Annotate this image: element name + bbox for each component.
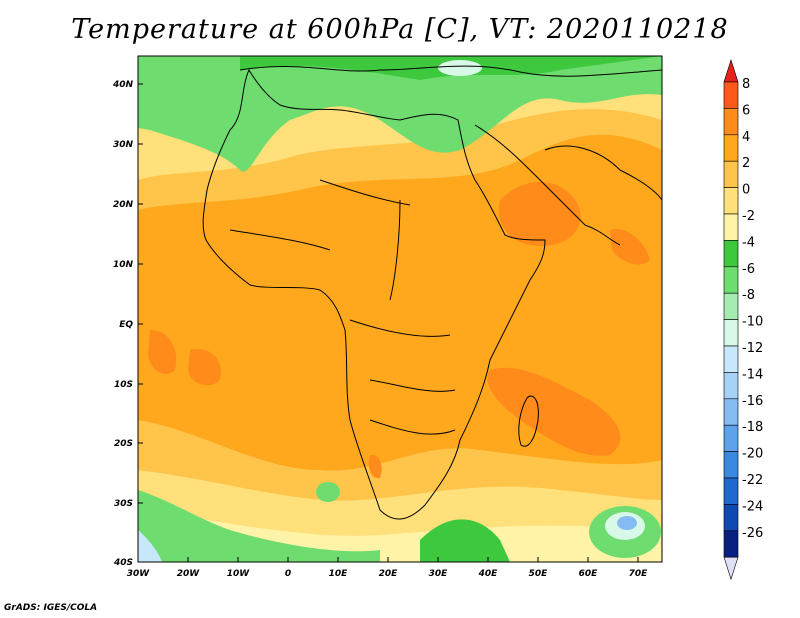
lat-label: 20N (113, 200, 134, 210)
colorbar-swatch (723, 240, 739, 268)
colorbar-label: -10 (742, 315, 763, 330)
colorbar-label: -22 (742, 473, 763, 488)
lat-label: 20S (114, 439, 133, 449)
lon-label: 30W (127, 569, 151, 579)
temperature-field (138, 56, 662, 562)
colorbar-label: -4 (742, 235, 755, 250)
lon-label: 10E (329, 569, 349, 579)
colorbar-swatch (723, 345, 739, 373)
colorbar-label: -26 (742, 526, 763, 541)
lon-label: 60E (579, 569, 599, 579)
colorbar-swatch (723, 266, 739, 294)
colorbar-swatch (723, 451, 739, 479)
lon-label: 70E (629, 569, 649, 579)
credit-label: GrADS: IGES/COLA (4, 603, 98, 613)
colorbar-swatch (723, 292, 739, 320)
colorbar-swatch (723, 424, 739, 452)
colorbar-label: 2 (742, 156, 750, 171)
colorbar-label: 0 (742, 183, 750, 198)
colorbar-label: -6 (742, 262, 755, 277)
tick-marks (138, 83, 639, 562)
lon-label: 20W (177, 569, 201, 579)
colorbar-swatch (723, 504, 739, 532)
colorbar-label: -14 (742, 367, 763, 382)
colorbar-label: -12 (742, 341, 763, 356)
lon-label: 20E (379, 569, 399, 579)
colorbar-label: -18 (742, 420, 763, 435)
colorbar-swatch (723, 81, 739, 109)
lon-label: 50E (529, 569, 549, 579)
lon-label: 30E (429, 569, 449, 579)
coastlines (202, 65, 662, 520)
colorbar-swatch (723, 530, 739, 558)
map-frame (137, 55, 663, 563)
lon-label: 0 (285, 569, 291, 579)
lat-label: 40S (113, 558, 133, 568)
colorbar-label: -16 (742, 394, 763, 409)
colorbar-swatch (723, 160, 739, 188)
lon-label: 40E (478, 569, 499, 579)
lon-label: 10W (227, 569, 251, 579)
colorbar-swatch (723, 372, 739, 400)
lat-label: 10N (113, 260, 134, 270)
lat-label: 40N (112, 80, 134, 90)
colorbar-swatch (723, 134, 739, 162)
colorbar-swatch (723, 213, 739, 241)
colorbar-swatch (723, 477, 739, 505)
colorbar-label: -2 (742, 209, 755, 224)
lat-label: 10S (114, 380, 133, 390)
lat-label: EQ (119, 320, 133, 330)
colorbar: 8 6 4 2 0 -2 -4 -6 -8 -10 -12 -14 -16 -18 -20 -22 -24 -26 (723, 59, 763, 581)
lat-label: 30N (113, 140, 134, 150)
colorbar-label: 6 (742, 103, 750, 118)
map-title: Temperature at 600hPa [C], VT: 202011021… (71, 14, 729, 45)
colorbar-top-arrow (723, 59, 739, 83)
lat-label: 30S (114, 499, 133, 509)
colorbar-label: -20 (742, 447, 763, 462)
colorbar-swatch (723, 187, 739, 215)
colorbar-bottom-arrow (723, 556, 739, 581)
colorbar-swatch (723, 108, 739, 136)
colorbar-swatch (723, 398, 739, 426)
colorbar-label: 4 (742, 130, 750, 145)
colorbar-label: -24 (742, 499, 763, 514)
colorbar-label: 8 (742, 77, 750, 92)
colorbar-swatch (723, 319, 739, 347)
colorbar-label: -8 (742, 288, 755, 303)
